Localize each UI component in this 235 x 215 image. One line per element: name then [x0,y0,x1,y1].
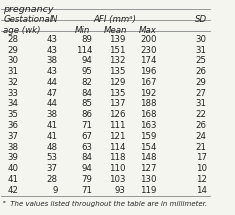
Text: 35: 35 [8,110,19,119]
Text: 17: 17 [196,154,207,163]
Text: 84: 84 [81,89,92,98]
Text: SD: SD [195,15,207,24]
Text: 200: 200 [140,35,157,44]
Text: 103: 103 [109,175,125,184]
Text: 39: 39 [8,154,19,163]
Text: 126: 126 [109,110,125,119]
Text: 41: 41 [47,132,58,141]
Text: 27: 27 [196,89,207,98]
Text: 137: 137 [109,100,125,109]
Text: 28: 28 [8,35,19,44]
Text: 67: 67 [81,132,92,141]
Text: 139: 139 [109,35,125,44]
Text: 94: 94 [81,164,92,173]
Text: 36: 36 [8,121,19,130]
Text: 37: 37 [8,132,19,141]
Text: ᵃ  The values listed throughout the table are in millimeter.: ᵃ The values listed throughout the table… [4,201,208,207]
Text: 135: 135 [109,89,125,98]
Text: 159: 159 [140,132,157,141]
Text: 148: 148 [140,154,157,163]
Text: 84: 84 [81,154,92,163]
Text: 118: 118 [109,154,125,163]
Text: 40: 40 [8,164,19,173]
Text: 22: 22 [196,110,207,119]
Text: 89: 89 [81,35,92,44]
Text: Min: Min [75,26,90,35]
Text: 154: 154 [140,143,157,152]
Text: 43: 43 [47,46,58,55]
Text: pregnancy: pregnancy [4,5,54,14]
Text: 111: 111 [109,121,125,130]
Text: 85: 85 [81,100,92,109]
Text: 174: 174 [140,56,157,65]
Text: 38: 38 [47,110,58,119]
Text: 47: 47 [47,89,58,98]
Text: 38: 38 [47,56,58,65]
Text: 163: 163 [140,121,157,130]
Text: 41: 41 [47,121,58,130]
Text: 196: 196 [140,67,157,76]
Text: 71: 71 [81,121,92,130]
Text: 129: 129 [109,78,125,87]
Text: 31: 31 [8,67,19,76]
Text: 21: 21 [196,143,207,152]
Text: 167: 167 [140,78,157,87]
Text: 42: 42 [8,186,19,195]
Text: 82: 82 [81,78,92,87]
Text: 114: 114 [109,143,125,152]
Text: 31: 31 [196,100,207,109]
Text: 29: 29 [196,78,207,87]
Text: 79: 79 [81,175,92,184]
Text: 151: 151 [109,46,125,55]
Text: 24: 24 [196,132,207,141]
Text: 93: 93 [114,186,125,195]
Text: 121: 121 [109,132,125,141]
Text: 94: 94 [81,56,92,65]
Text: 63: 63 [81,143,92,152]
Text: 230: 230 [140,46,157,55]
Text: 26: 26 [196,121,207,130]
Text: 135: 135 [109,67,125,76]
Text: 29: 29 [8,46,19,55]
Text: Max: Max [138,26,156,35]
Text: 127: 127 [140,164,157,173]
Text: 34: 34 [8,100,19,109]
Text: 37: 37 [47,164,58,173]
Text: 95: 95 [81,67,92,76]
Text: 86: 86 [81,110,92,119]
Text: 44: 44 [47,100,58,109]
Text: 28: 28 [47,175,58,184]
Text: 132: 132 [109,56,125,65]
Text: 30: 30 [8,56,19,65]
Text: N: N [51,15,58,24]
Text: 53: 53 [47,154,58,163]
Text: 188: 188 [140,100,157,109]
Text: 30: 30 [196,35,207,44]
Text: 25: 25 [196,56,207,65]
Text: 10: 10 [196,164,207,173]
Text: 32: 32 [8,78,19,87]
Text: 12: 12 [196,175,207,184]
Text: Gestational
age (wk): Gestational age (wk) [4,15,53,35]
Text: 41: 41 [8,175,19,184]
Text: 48: 48 [47,143,58,152]
Text: 119: 119 [140,186,157,195]
Text: 9: 9 [52,186,58,195]
Text: 44: 44 [47,78,58,87]
Text: 71: 71 [81,186,92,195]
Text: 33: 33 [8,89,19,98]
Text: 114: 114 [75,46,92,55]
Text: 130: 130 [140,175,157,184]
Text: 38: 38 [8,143,19,152]
Text: 43: 43 [47,67,58,76]
Text: 43: 43 [47,35,58,44]
Text: 31: 31 [196,46,207,55]
Text: 168: 168 [140,110,157,119]
Text: 26: 26 [196,67,207,76]
Text: 14: 14 [196,186,207,195]
Text: Mean: Mean [104,26,128,35]
Text: 192: 192 [140,89,157,98]
Text: AFI (mmᵃ): AFI (mmᵃ) [94,15,137,24]
Text: 110: 110 [109,164,125,173]
